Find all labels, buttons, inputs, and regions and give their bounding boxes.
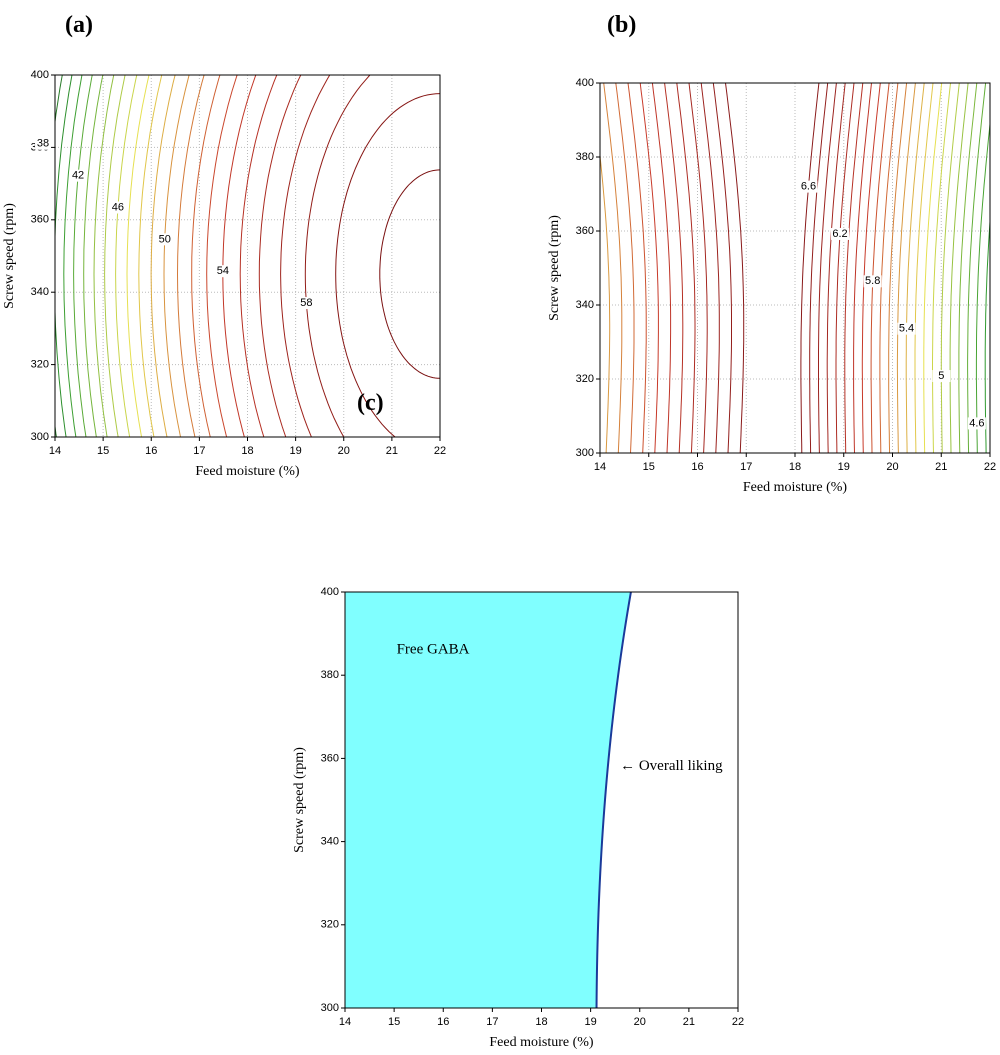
x-axis-label: Feed moisture (%) xyxy=(743,480,848,495)
x-tick-label: 19 xyxy=(585,1016,597,1028)
contour-label: 5 xyxy=(938,370,944,382)
y-tick-label: 300 xyxy=(576,447,594,459)
x-tick-label: 18 xyxy=(241,445,253,457)
panel: (c) 14 15 16 17 18 19 20 21 22 300 320 340 360 380 400 F… xyxy=(292,390,744,1050)
x-tick-label: 16 xyxy=(691,461,703,473)
x-tick-label: 15 xyxy=(97,445,109,457)
contour-label: 5.8 xyxy=(865,275,880,287)
x-tick-label: 18 xyxy=(789,461,801,473)
x-tick-label: 22 xyxy=(732,1016,744,1028)
y-tick-label: 400 xyxy=(576,77,594,89)
y-tick-label: 360 xyxy=(576,225,594,237)
y-axis-label: Screw speed (rpm) xyxy=(292,747,307,853)
x-tick-label: 19 xyxy=(290,445,302,457)
x-axis-label: Feed moisture (%) xyxy=(489,1035,594,1050)
contour-line xyxy=(579,83,597,453)
x-tick-label: 20 xyxy=(634,1016,646,1028)
x-tick-label: 21 xyxy=(935,461,947,473)
y-tick-label: 320 xyxy=(321,919,339,931)
y-axis-label: Screw speed (rpm) xyxy=(2,203,17,309)
figure: (a) 14 15 16 17 18 19 20 21 22 300 320 340 360 380 400 F… xyxy=(0,0,1000,1055)
y-tick-label: 340 xyxy=(321,836,339,848)
contour-label: 54 xyxy=(217,265,229,277)
x-tick-label: 17 xyxy=(486,1016,498,1028)
x-tick-label: 16 xyxy=(145,445,157,457)
x-tick-label: 22 xyxy=(434,445,446,457)
panel-label: (c) xyxy=(357,390,384,416)
boundary-label: ← Overall liking xyxy=(620,758,723,774)
panel-label: (a) xyxy=(65,12,93,38)
x-tick-label: 14 xyxy=(49,445,61,457)
y-tick-label: 340 xyxy=(31,286,49,298)
y-tick-label: 320 xyxy=(576,373,594,385)
y-tick-label: 400 xyxy=(321,586,339,598)
contour-label: 50 xyxy=(159,233,171,245)
x-tick-label: 21 xyxy=(683,1016,695,1028)
contour-label: 6.2 xyxy=(832,228,847,240)
x-axis-label: Feed moisture (%) xyxy=(195,464,300,479)
y-tick-label: 380 xyxy=(321,669,339,681)
x-tick-label: 18 xyxy=(535,1016,547,1028)
panel: (b) 14 15 16 17 18 19 20 21 22 300 320 340 360 380 400 F… xyxy=(547,12,1000,495)
x-tick-label: 21 xyxy=(386,445,398,457)
contours xyxy=(345,592,631,1008)
contour-line xyxy=(567,83,585,453)
x-tick-label: 14 xyxy=(594,461,606,473)
contour-label: 38 xyxy=(37,138,49,150)
x-tick-label: 22 xyxy=(984,461,996,473)
y-tick-label: 380 xyxy=(576,151,594,163)
contour-label: 58 xyxy=(300,297,312,309)
x-tick-label: 15 xyxy=(388,1016,400,1028)
x-tick-label: 17 xyxy=(740,461,752,473)
x-tick-label: 16 xyxy=(437,1016,449,1028)
x-tick-label: 20 xyxy=(338,445,350,457)
panel-label: (b) xyxy=(607,12,636,38)
y-tick-label: 300 xyxy=(31,431,49,443)
x-tick-label: 14 xyxy=(339,1016,351,1028)
y-tick-label: 320 xyxy=(31,359,49,371)
x-tick-label: 15 xyxy=(643,461,655,473)
contour-label: 42 xyxy=(72,170,84,182)
contour-label: 4.6 xyxy=(969,417,984,429)
y-tick-label: 300 xyxy=(321,1002,339,1014)
y-tick-label: 340 xyxy=(576,299,594,311)
x-tick-label: 20 xyxy=(886,461,898,473)
feasible-region xyxy=(345,592,631,1008)
y-tick-label: 400 xyxy=(31,69,49,81)
y-tick-label: 360 xyxy=(31,214,49,226)
contour-label: 6.6 xyxy=(801,181,816,193)
contour-label: 46 xyxy=(112,201,124,213)
x-tick-label: 17 xyxy=(193,445,205,457)
y-axis-label: Screw speed (rpm) xyxy=(547,215,562,321)
contour-label: 5.4 xyxy=(899,323,914,335)
x-tick-label: 19 xyxy=(838,461,850,473)
y-tick-label: 360 xyxy=(321,752,339,764)
region-label: Free GABA xyxy=(397,642,470,658)
